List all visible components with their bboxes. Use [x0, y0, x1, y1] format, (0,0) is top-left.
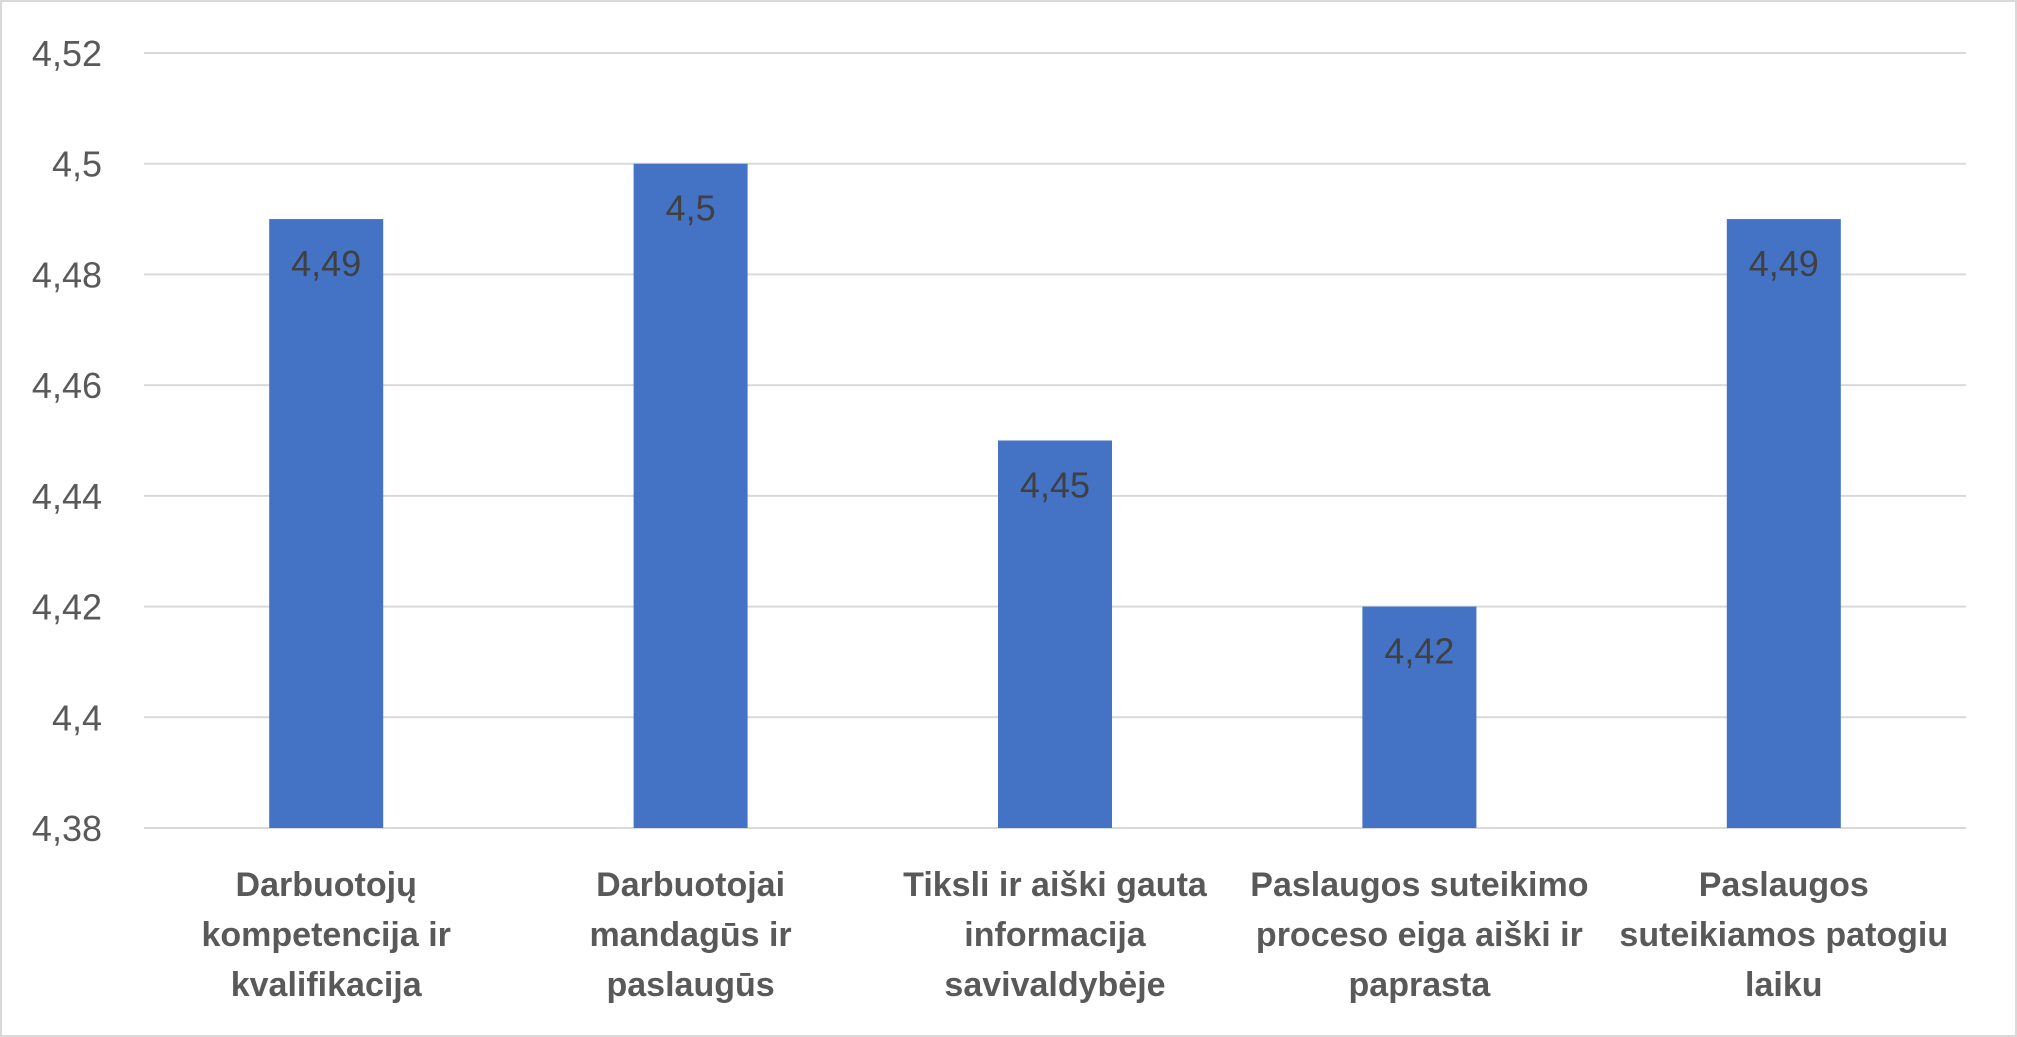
bars: [269, 163, 1841, 829]
x-tick-label: paprasta: [1349, 966, 1492, 1004]
y-tick-label: 4,5: [52, 144, 102, 185]
bar: [1362, 606, 1477, 828]
x-tick-label: informacija: [964, 916, 1146, 954]
x-tick-label: Paslaugos suteikimo: [1250, 866, 1588, 904]
x-tick-label: laiku: [1745, 966, 1822, 1004]
bar: [633, 163, 748, 828]
y-tick-label: 4,46: [32, 365, 102, 406]
y-axis-ticks: 4,38 4,4 4,42 4,44 4,46 4,48 4,5 4,52: [32, 33, 102, 849]
x-tick-label: Paslaugos: [1699, 866, 1869, 904]
data-label: 4,49: [1749, 243, 1819, 284]
y-tick-label: 4,44: [32, 476, 102, 517]
data-labels: 4,49 4,5 4,45 4,42 4,49: [291, 188, 1819, 672]
x-tick-label: savivaldybėje: [944, 966, 1165, 1004]
y-tick-label: 4,4: [52, 697, 102, 738]
bar: [1726, 219, 1841, 829]
y-tick-label: 4,42: [32, 587, 102, 628]
x-tick-label: paslaugūs: [607, 966, 775, 1004]
x-tick-label: Darbuotojų: [236, 866, 417, 904]
data-label: 4,49: [291, 243, 361, 284]
x-tick-label: kvalifikacija: [231, 966, 423, 1004]
x-tick-label: Tiksli ir aiški gauta: [903, 866, 1208, 904]
x-tick-label: proceso eiga aiški ir: [1256, 916, 1583, 954]
y-tick-label: 4,38: [32, 808, 102, 849]
y-tick-label: 4,52: [32, 33, 102, 74]
x-tick-label: mandagūs ir: [590, 916, 792, 954]
x-tick-label: Darbuotojai: [596, 866, 785, 904]
y-tick-label: 4,48: [32, 254, 102, 295]
x-tick-label: kompetencija ir: [201, 916, 450, 954]
bar: [269, 219, 384, 829]
data-label: 4,45: [1020, 465, 1090, 506]
data-label: 4,42: [1384, 631, 1454, 672]
bar: [998, 440, 1112, 828]
x-tick-label: suteikiamos patogiu: [1619, 916, 1948, 954]
x-axis-labels: Darbuotojų kompetencija ir kvalifikacija Da…: [201, 866, 1948, 1004]
data-label: 4,5: [666, 188, 716, 229]
